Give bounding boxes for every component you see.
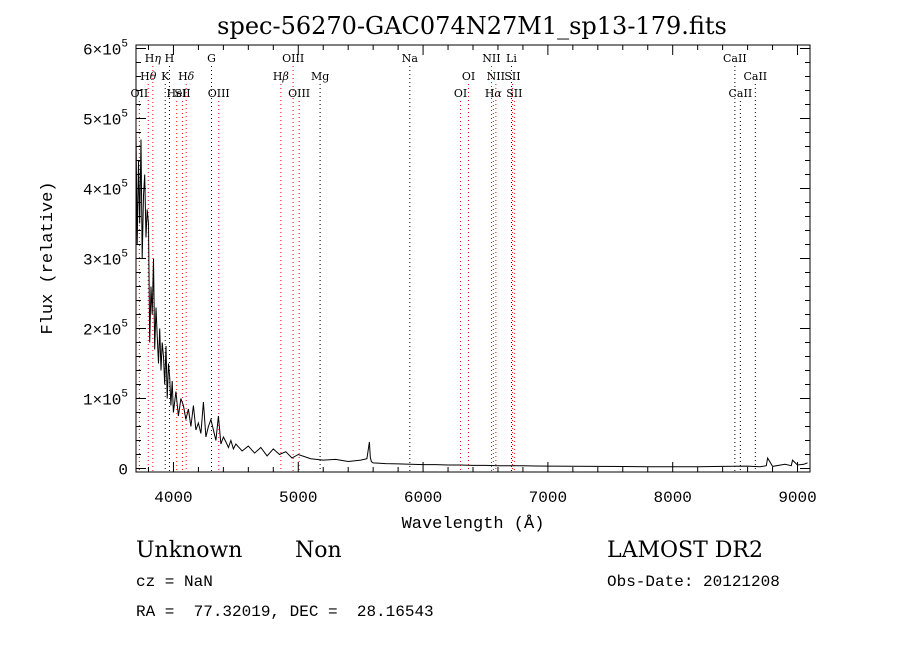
line-label-17: NII <box>482 52 500 65</box>
x-tick-label-2: 6000 <box>404 489 442 507</box>
line-label-1: Hθ <box>140 70 157 83</box>
object-class: Unknown <box>136 538 243 563</box>
line-label-12: OIII <box>288 87 310 100</box>
spectrum-series <box>135 132 808 468</box>
y-tick-label-3: 3×105 <box>83 249 128 270</box>
line-label-23: CaII <box>723 52 747 65</box>
obs-date-text: Obs-Date: 20121208 <box>607 573 780 591</box>
line-label-16: OI <box>462 70 475 83</box>
line-label-13: Mg <box>311 70 329 83</box>
line-label-5: HeI <box>166 87 186 100</box>
line-label-19: NII <box>487 70 505 83</box>
line-label-10: Hβ <box>273 70 289 83</box>
redshift-text: cz = NaN <box>136 573 213 591</box>
x-tick-label-5: 9000 <box>778 489 816 507</box>
x-axis: 4000 5000 6000 7000 8000 9000 <box>147 45 817 507</box>
coordinates-text: RA = 77.32019, DEC = 28.16543 <box>136 603 434 621</box>
line-label-7: SII <box>174 87 190 100</box>
line-label-6: Hδ <box>178 70 195 83</box>
x-tick-label-1: 5000 <box>279 489 317 507</box>
y-axis: 0 1×105 2×105 3×105 4×105 5×105 6×105 <box>83 39 810 480</box>
line-label-15: OI <box>454 87 467 100</box>
y-tick-label-0: 0 <box>118 462 128 480</box>
line-label-20: Li <box>506 52 517 65</box>
line-label-0: OII <box>131 87 149 100</box>
x-tick-label-4: 8000 <box>654 489 692 507</box>
line-label-8: G <box>207 52 216 65</box>
series-line-0 <box>135 132 808 468</box>
line-label-2: Hη <box>145 52 162 65</box>
line-label-9: OIII <box>208 87 230 100</box>
line-label-25: CaII <box>743 70 767 83</box>
plot-frame <box>135 44 811 473</box>
line-label-18: Hα <box>485 87 503 100</box>
object-subclass: Non <box>295 538 342 563</box>
y-axis-label: Flux (relative) <box>39 181 58 334</box>
line-label-11: OIII <box>282 52 304 65</box>
line-label-24: CaII <box>729 87 753 100</box>
chart-title: spec-56270-GAC074N27M1_sp13-179.fits <box>217 12 727 40</box>
line-label-14: Na <box>402 52 419 65</box>
line-label-22: SII <box>506 87 522 100</box>
y-tick-label-5: 5×105 <box>83 109 128 130</box>
x-axis-label: Wavelength (Å) <box>402 515 545 534</box>
x-tick-label-3: 7000 <box>529 489 567 507</box>
y-tick-label-1: 1×105 <box>83 389 128 410</box>
spectral-line-markers: OIIHθHηKHHeIHδSIIGOIIIHβOIIIOIIIMgNaOIOI… <box>131 52 767 472</box>
y-tick-label-2: 2×105 <box>83 319 128 340</box>
line-label-3: K <box>161 70 170 83</box>
line-label-4: H <box>165 52 175 65</box>
line-label-21: SII <box>504 70 520 83</box>
survey-label: LAMOST DR2 <box>607 538 763 563</box>
y-tick-label-4: 4×105 <box>83 179 128 200</box>
x-tick-label-0: 4000 <box>154 489 192 507</box>
y-tick-label-6: 6×105 <box>83 39 128 60</box>
